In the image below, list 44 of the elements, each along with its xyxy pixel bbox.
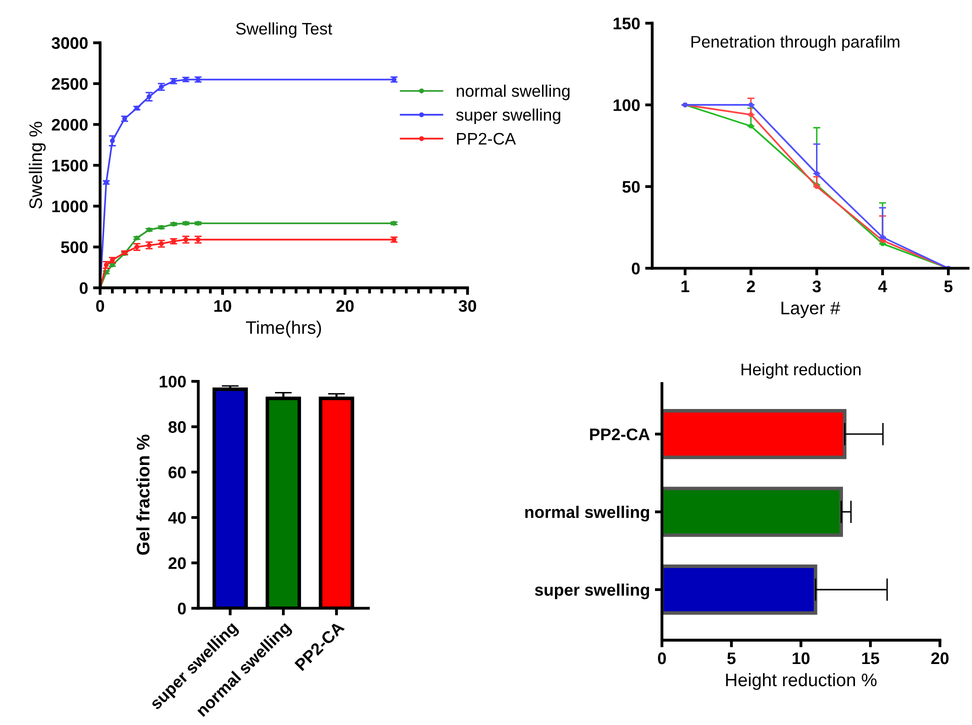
y-axis-title: Gel fraction % [136,434,150,555]
y-tick-label: 0 [178,602,186,614]
y-tick-label: 2500 [52,78,88,90]
y-tick-label: super swelling [534,584,650,600]
y-tick-label: 500 [61,241,88,254]
y-tick-label: 100 [614,99,640,112]
y-tick-label: 40 [168,512,186,524]
y-tick-label: PP2-CA [590,428,650,440]
x-axis-title: Height reduction % [726,673,877,690]
legend-label: normal swelling [456,84,570,100]
y-tick-label: 0 [632,262,640,274]
y-tick-label: 80 [168,421,186,433]
y-tick-label: 20 [168,557,186,570]
y-tick-label: 3000 [52,37,88,49]
text: Penetration through parafilm [691,35,900,51]
x-tick-label: 20 [336,300,354,312]
x-tick-label: 20 [931,652,949,664]
y-tick-label: normal swelling [525,506,650,522]
x-tick-label: 0 [96,300,104,312]
y-tick-label: 1000 [52,200,88,212]
y-tick-label: 50 [622,180,640,193]
y-tick-label: 60 [168,466,186,478]
legend-label: PP2-CA [457,132,516,145]
x-tick-label: 5 [727,652,736,664]
x-tick-label: 5 [944,280,953,292]
chart-title: Swelling Test [236,22,332,38]
legend-label: super swelling [456,108,560,124]
x-tick-label: 15 [862,652,880,664]
x-tick-label: 10 [214,300,232,312]
chart-title: Height reduction [742,363,861,379]
y-tick-label: 100 [160,376,186,388]
x-tick-label: 1 [682,280,690,292]
x-tick-label: 4 [878,280,888,292]
y-tick-label: 150 [614,18,640,30]
x-tick-label: 30 [458,300,476,312]
x-tick-label: 2 [746,280,755,292]
x-axis-title: Time(hrs) [246,320,321,338]
y-axis-title: Swelling % [28,122,46,209]
y-tick-label: 1500 [52,160,88,172]
y-tick-label: 2000 [52,118,88,131]
x-tick-label: 0 [658,652,666,664]
x-tick-label: 10 [792,652,810,664]
x-tick-label: 3 [812,280,821,292]
x-axis-title: Layer # [782,302,840,318]
